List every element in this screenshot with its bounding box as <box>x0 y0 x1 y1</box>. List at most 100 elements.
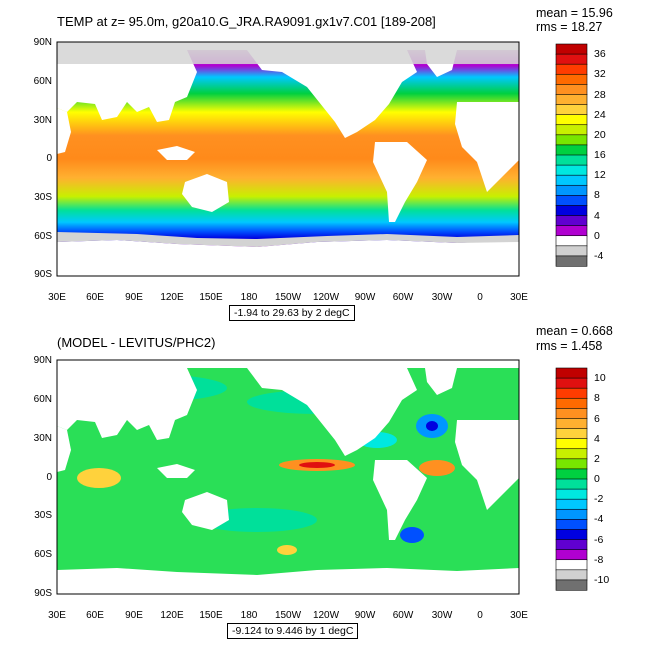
colorbar-swatch <box>555 418 588 430</box>
panel1-australia <box>182 174 229 212</box>
panel1-rms: rms = 18.27 <box>536 20 603 34</box>
panel1-lat-label: 90N <box>33 37 52 48</box>
panel1-lon-label: 30E <box>48 292 66 303</box>
colorbar-swatch <box>555 529 588 541</box>
panel2-warm-anomaly <box>77 468 121 488</box>
panel1-lon-label: 180 <box>240 292 258 303</box>
colorbar-label: 0 <box>594 473 600 485</box>
colorbar-swatch <box>555 397 588 409</box>
panel2-title: (MODEL - LEVITUS/PHC2) <box>57 335 216 350</box>
panel2-lon-label: 120W <box>312 610 340 621</box>
colorbar-swatch <box>555 63 588 75</box>
colorbar-swatch <box>555 164 588 176</box>
panel2-arctic-land <box>57 360 519 368</box>
panel1-africa-east <box>455 102 519 192</box>
panel2-lon-label: 0 <box>477 610 483 621</box>
panel2-lon-label: 30W <box>431 610 453 621</box>
colorbar-label: -4 <box>594 513 604 526</box>
colorbar-swatch <box>555 205 588 217</box>
panel1-lon-label: 120W <box>312 292 340 303</box>
panel2-lon-label: 30E <box>48 610 66 621</box>
panel1-north-america <box>247 50 417 138</box>
panel2-cool-anomaly <box>400 527 424 543</box>
colorbar-swatch <box>555 428 588 440</box>
panel2-eurasia <box>57 368 197 440</box>
panel1-lon-label: 120E <box>160 292 184 303</box>
panel1-caption: -1.94 to 29.63 by 2 degC <box>229 305 355 321</box>
panel2-lat-label: 90S <box>34 588 52 599</box>
panel1-antarctica <box>57 240 519 276</box>
colorbar-swatch <box>555 215 588 227</box>
panel1-indonesia <box>157 146 195 160</box>
colorbar-label: 10 <box>594 372 606 385</box>
panel1-colorbar <box>555 43 588 267</box>
colorbar-swatch <box>555 174 588 186</box>
colorbar-swatch <box>555 255 588 267</box>
colorbar-label: 12 <box>594 169 606 182</box>
panel1-frame <box>56 41 520 277</box>
panel1-title: TEMP at z= 95.0m, g20a10.G_JRA.RA9091.gx… <box>57 14 436 29</box>
panel1-lon-label: 90W <box>354 292 376 303</box>
panel2-antarctica <box>57 568 519 594</box>
colorbar-label: -4 <box>594 249 604 262</box>
colorbar-label: 24 <box>594 108 606 121</box>
panel2-lat-label: 90N <box>33 355 52 366</box>
panel1-lon-label: 90E <box>125 292 143 303</box>
panel1-lon-label: 30W <box>431 292 453 303</box>
panel2-lon-label: 30E <box>510 610 528 621</box>
colorbar-swatch <box>555 225 588 237</box>
colorbar-swatch <box>555 184 588 196</box>
panel1-mean: mean = 15.96 <box>536 6 613 20</box>
panel1-lon-label: 150E <box>199 292 223 303</box>
colorbar-swatch <box>555 438 588 450</box>
panel2-lon-label: 150E <box>199 610 223 621</box>
colorbar-swatch <box>555 43 588 55</box>
colorbar-label: 8 <box>594 189 600 202</box>
colorbar-swatch <box>555 245 588 257</box>
panel2-warm-anomaly <box>277 545 297 555</box>
colorbar-label: 4 <box>594 209 600 222</box>
colorbar-label: 6 <box>594 412 600 425</box>
panel1-lat-label: 30S <box>34 192 52 203</box>
panel2-warm-anomaly <box>299 462 335 468</box>
colorbar-swatch <box>555 508 588 520</box>
panel2-indonesia <box>157 464 195 478</box>
colorbar-swatch <box>555 559 588 571</box>
panel2-lat-label: 30S <box>34 510 52 521</box>
panel2-lon-label: 150W <box>274 610 302 621</box>
panel1-antarctic-ice <box>57 232 519 247</box>
colorbar-label: 4 <box>594 432 600 445</box>
panel2-lat-label: 60S <box>34 549 52 560</box>
panel1-map <box>56 41 520 277</box>
panel1-lat-label: 60N <box>33 76 52 87</box>
panel2-greenland <box>425 368 457 395</box>
panel2-lat-label: 0 <box>46 472 52 483</box>
colorbar-swatch <box>555 134 588 146</box>
panel2-africa-east <box>455 420 519 510</box>
panel2-caption: -9.124 to 9.446 by 1 degC <box>227 623 359 639</box>
panel1-north-ice <box>57 42 519 64</box>
colorbar-swatch <box>555 124 588 136</box>
colorbar-swatch <box>555 519 588 531</box>
colorbar-label: 0 <box>594 229 600 242</box>
colorbar-swatch <box>555 549 588 561</box>
panel2-colorbar <box>555 367 588 591</box>
panel2-mean: mean = 0.668 <box>536 324 613 338</box>
colorbar-label: -2 <box>594 493 604 506</box>
colorbar-swatch <box>555 579 588 591</box>
panel1-lat-label: 60S <box>34 231 52 242</box>
panel1-lat-label: 90S <box>34 269 52 280</box>
panel2-north-america <box>247 368 417 456</box>
panel2-lon-label: 90W <box>354 610 376 621</box>
colorbar-swatch <box>555 539 588 551</box>
panel2-lon-label: 60E <box>86 610 104 621</box>
panel1-africa-west-edge <box>57 108 71 154</box>
colorbar-swatch <box>555 498 588 510</box>
colorbar-swatch <box>555 367 588 379</box>
colorbar-swatch <box>555 448 588 460</box>
colorbar-swatch <box>555 104 588 116</box>
colorbar-label: 20 <box>594 128 606 141</box>
panel2-australia <box>182 492 229 530</box>
colorbar-swatch <box>555 569 588 581</box>
colorbar-swatch <box>555 144 588 156</box>
